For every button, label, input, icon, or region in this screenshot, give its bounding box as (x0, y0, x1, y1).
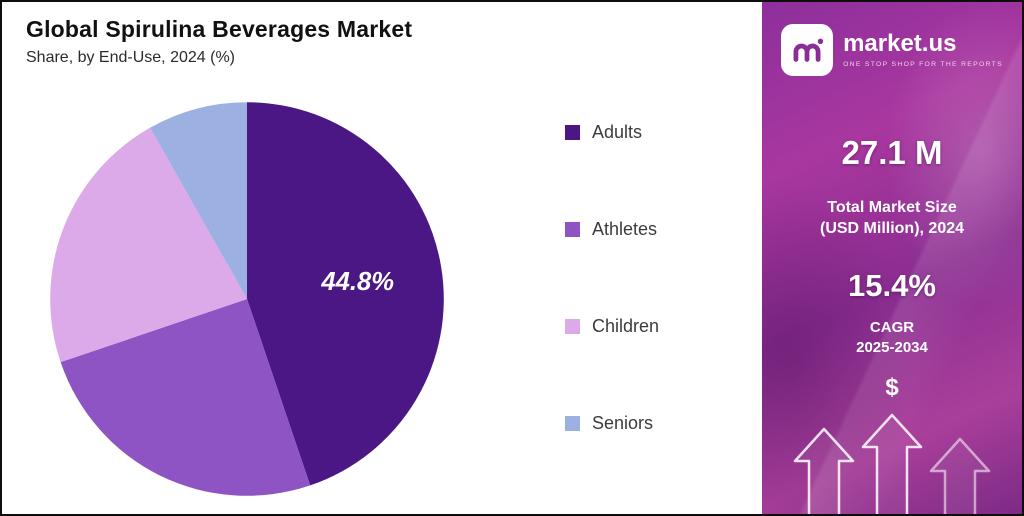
pie-slice-seniors[interactable] (150, 102, 247, 299)
legend-item-seniors[interactable]: Seniors (565, 413, 659, 434)
legend-label-adults: Adults (592, 122, 643, 142)
stat-market-size-caption: Total Market Size (USD Million), 2024 (820, 198, 964, 240)
pie-chart-svg: 44.8% (50, 102, 444, 496)
legend-label-seniors: Seniors (592, 413, 654, 433)
legend-item-athletes[interactable]: Athletes (565, 219, 659, 240)
legend-item-children[interactable]: Children (565, 316, 659, 337)
stat-cagr-caption: CAGR 2025-2034 (856, 318, 928, 359)
legend-swatch-athletes (565, 222, 580, 237)
stat-market-size-value: 27.1 M (841, 134, 943, 171)
legend-swatch-children (565, 319, 580, 334)
brand-name: market.us (843, 30, 957, 57)
dollar-icon: $ (885, 374, 899, 402)
stat-market-size-caption-line2: (USD Million), 2024 (819, 219, 965, 237)
chart-subtitle: Share, by End-Use, 2024 (%) (26, 49, 235, 66)
pie-slice-adults[interactable] (247, 102, 444, 486)
legend-swatch-seniors (565, 416, 580, 431)
pie-data-label: 44.8% (320, 268, 394, 296)
stat-market-size-caption-line1: Total Market Size (827, 199, 957, 216)
chart-legend: Adults Athletes Children Seniors (565, 122, 659, 434)
stat-cagr-caption-line2: 2025-2034 (856, 338, 928, 356)
chart-title: Global Spirulina Beverages Market (26, 16, 413, 42)
growth-arrows-icon (793, 413, 991, 514)
legend-swatch-adults (565, 125, 580, 140)
brand-tagline: ONE STOP SHOP FOR THE REPORTS (843, 61, 1003, 68)
marketus-logo-icon (781, 24, 834, 76)
brand[interactable]: market.us ONE STOP SHOP FOR THE REPORTS (781, 24, 1003, 76)
pie-slice-children[interactable] (50, 127, 248, 363)
pie-chart: 44.8% (42, 94, 452, 504)
stat-cagr-value: 15.4% (848, 267, 936, 303)
sidebar: market.us ONE STOP SHOP FOR THE REPORTS … (762, 2, 1022, 514)
legend-label-children: Children (592, 316, 660, 336)
chart-header: Global Spirulina Beverages Market Share,… (26, 16, 412, 67)
legend-label-athletes: Athletes (592, 219, 658, 239)
pie-slice-athletes[interactable] (60, 299, 311, 496)
legend-item-adults[interactable]: Adults (565, 122, 659, 143)
stat-cagr-caption-line1: CAGR (869, 318, 915, 336)
brand-text: market.us ONE STOP SHOP FOR THE REPORTS (843, 30, 1003, 69)
